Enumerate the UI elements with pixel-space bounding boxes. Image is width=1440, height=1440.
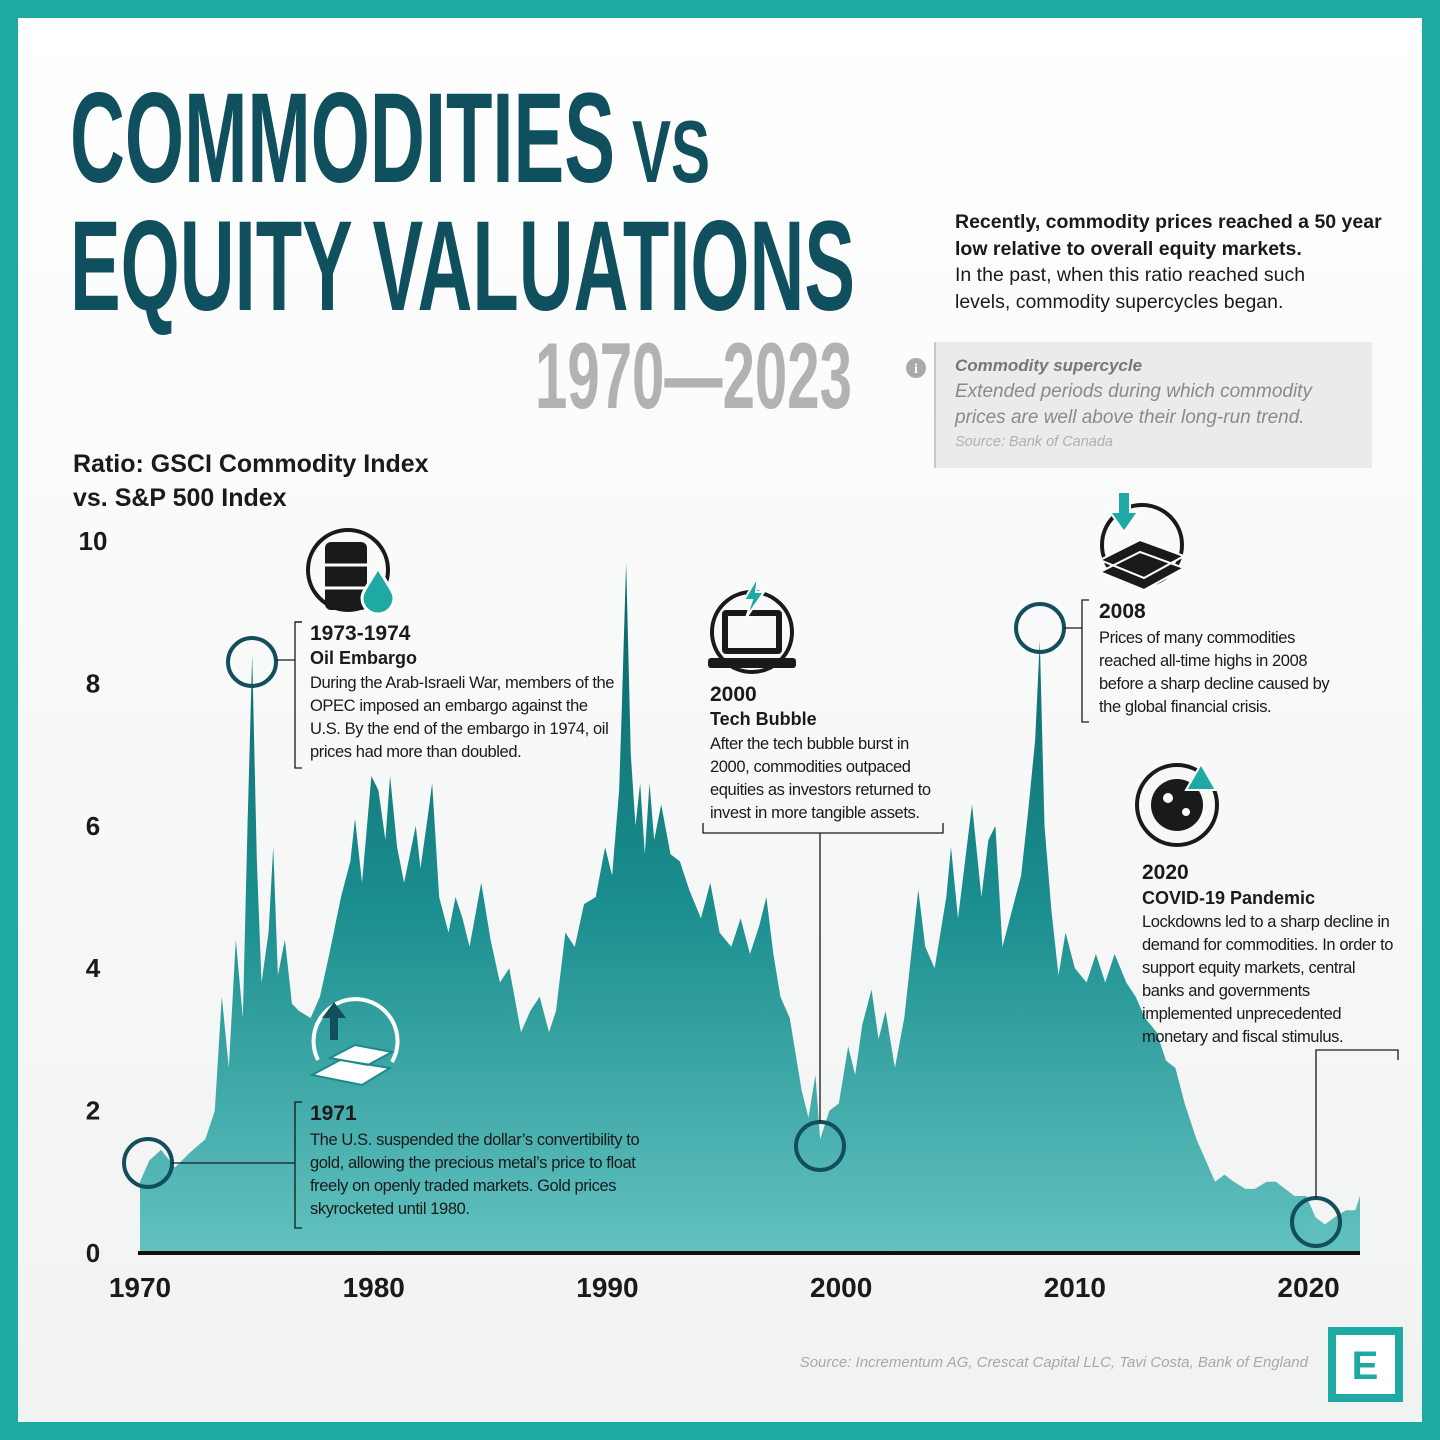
intro-bold: Recently, commodity prices reached a 50 … (955, 211, 1382, 260)
annotation-text: Prices of many commodities reached all-t… (1099, 629, 1330, 716)
x-tick-label: 1990 (576, 1272, 638, 1303)
definition-source: Source: Bank of Canada (955, 434, 1113, 450)
event-marker (1014, 602, 1066, 654)
bracket (172, 1101, 302, 1229)
y-tick-label: 4 (86, 953, 101, 983)
icon-ring (311, 997, 400, 1063)
annotation-year: 1973-1974 (310, 622, 411, 645)
annotation-year: 2000 (710, 683, 757, 706)
x-tick-label: 1970 (109, 1272, 171, 1303)
logo-text: E (1352, 1344, 1379, 1388)
virus-icon (1182, 808, 1190, 816)
title: VS (632, 102, 710, 201)
logo (1336, 1335, 1395, 1394)
laptop-icon (728, 616, 776, 648)
bracket (1315, 1049, 1399, 1198)
annotation-title: Tech Bubble (710, 709, 817, 729)
arrow-icon (1108, 491, 1140, 534)
info-icon (906, 358, 926, 378)
x-tick-label: 2020 (1277, 1272, 1339, 1303)
annotation-title: COVID-19 Pandemic (1142, 888, 1316, 908)
subtitle: 1970—2023 (535, 323, 852, 428)
intro: In the past, when this ratio reached suc… (955, 264, 1306, 313)
bracket (702, 823, 944, 1122)
icon-ring (1135, 763, 1219, 847)
info-icon-glyph: i (914, 362, 918, 377)
annotation-year: 2008 (1099, 600, 1146, 623)
event-marker (226, 636, 278, 688)
y-tick-label: 6 (86, 811, 100, 841)
y-tick-label: 2 (86, 1096, 100, 1126)
barrel-icon (325, 542, 367, 610)
arrow-icon (322, 1002, 346, 1040)
area (140, 562, 1360, 1253)
annotation-year: 1971 (310, 1102, 357, 1125)
annotation-text: During the Arab-Israeli War, members of … (310, 674, 615, 761)
definition-text: Extended periods during which commodity … (955, 381, 1312, 428)
warning-icon (1184, 761, 1218, 791)
gold-icon (309, 1043, 395, 1087)
drop-icon (360, 565, 396, 616)
annotation-text: The U.S. suspended the dollar’s converti… (310, 1131, 640, 1218)
y-tick-label: 10 (79, 526, 108, 556)
y-tick-label: 8 (86, 668, 100, 698)
x-tick-label: 1980 (343, 1272, 405, 1303)
title: EQUITY VALUATIONS (70, 195, 855, 338)
bracket (276, 621, 302, 769)
bracket (1064, 599, 1089, 723)
laptop-icon (708, 658, 796, 668)
annotation-text: After the tech bubble burst in 2000, com… (710, 735, 931, 822)
source: Source: Incrementum AG, Crescat Capital … (800, 1354, 1309, 1371)
definition-box (935, 342, 1372, 468)
y-label: vs. S&P 500 Index (73, 484, 287, 512)
annotation-year: 2020 (1142, 861, 1189, 884)
definition-term: Commodity supercycle (955, 356, 1143, 375)
y-label: Ratio: GSCI Commodity Index (73, 450, 429, 478)
x-tick-label: 2000 (810, 1272, 872, 1303)
title: COMMODITIES (70, 67, 615, 210)
x-tick-label: 2010 (1044, 1272, 1106, 1303)
y-tick-label: 0 (86, 1238, 100, 1268)
virus-icon (1163, 793, 1173, 803)
virus-icon (1151, 779, 1203, 831)
bolt-icon (742, 575, 766, 619)
annotation-text: Lockdowns led to a sharp decline in dema… (1142, 913, 1394, 1046)
annotation-title: Oil Embargo (310, 648, 418, 668)
money-icon (1097, 538, 1187, 592)
